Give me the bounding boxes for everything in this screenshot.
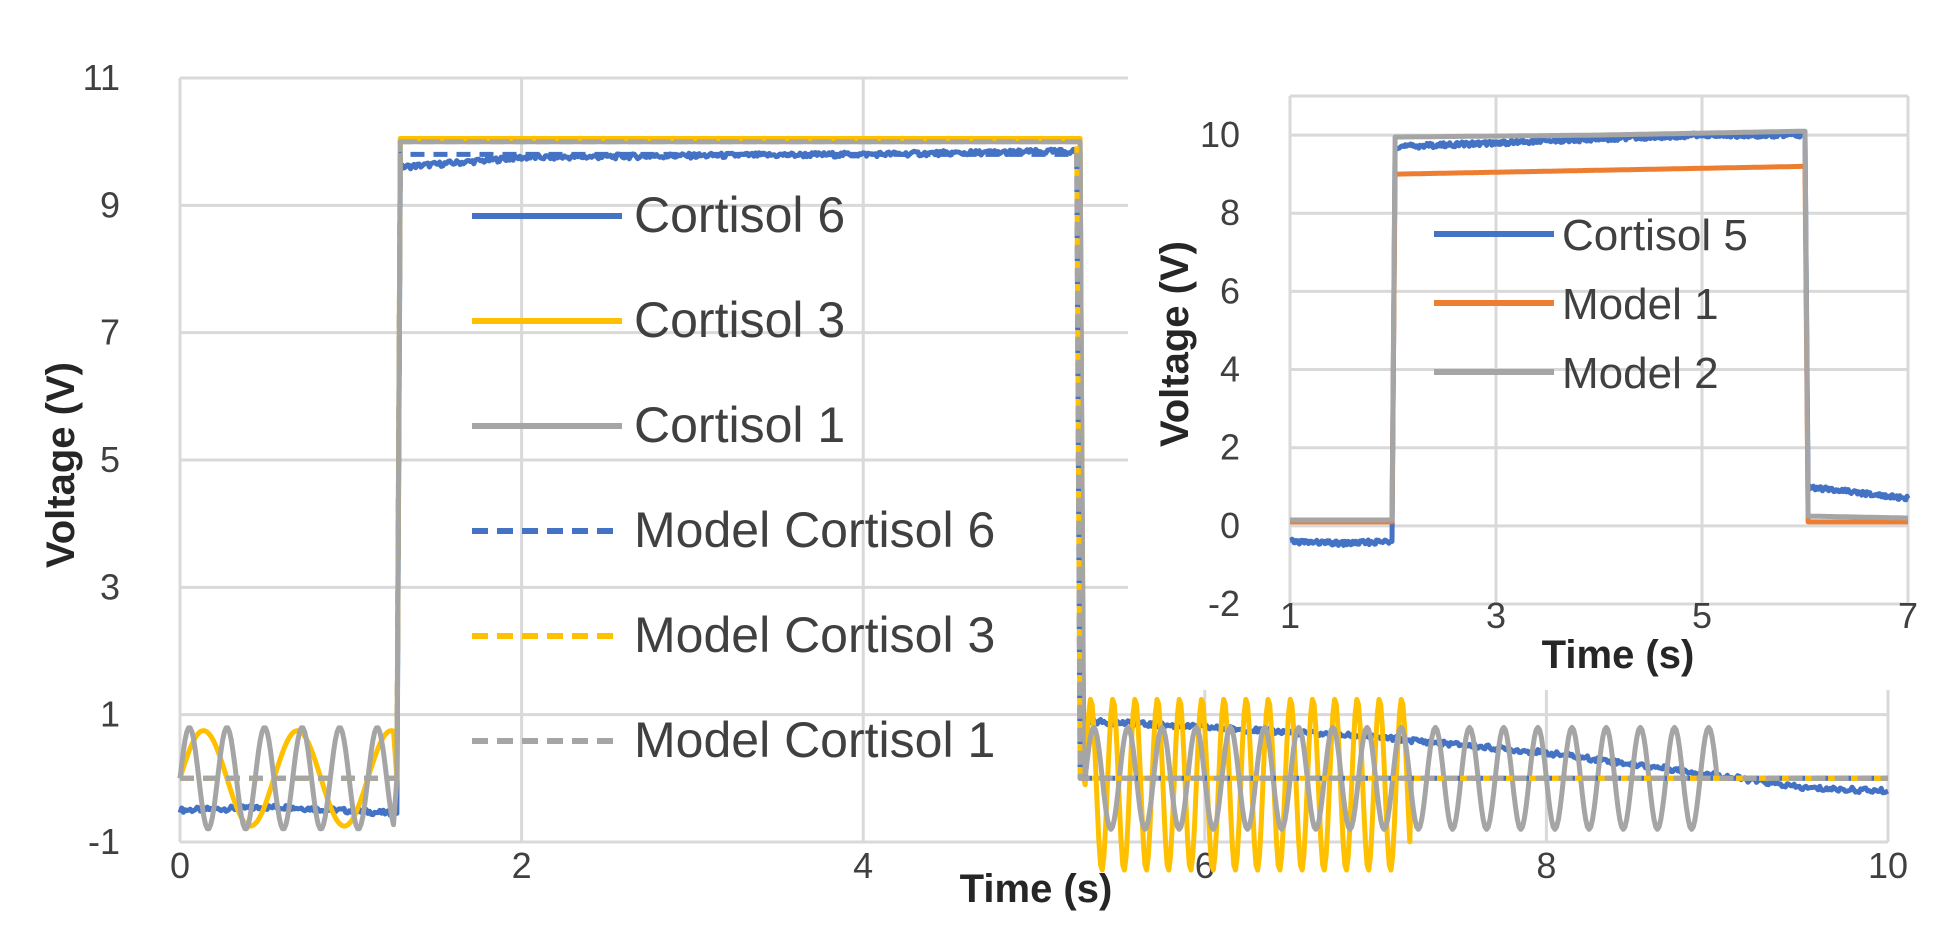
main-y-tick-label: 9: [100, 184, 120, 225]
main-series-line-model-cortisol-3: [179, 136, 1889, 781]
inset-y-tick-label: -2: [1208, 583, 1240, 624]
main-legend-label-cortisol-6: Cortisol 6: [634, 187, 845, 243]
inset-y-tick-label: 6: [1220, 270, 1240, 311]
main-y-tick-label: 3: [100, 566, 120, 607]
inset-y-axis-title: Voltage (V): [1153, 241, 1197, 447]
main-y-tick-label: 7: [100, 312, 120, 353]
inset-legend: Cortisol 5 Model 1 Model 2: [1434, 211, 1748, 398]
main-y-axis-title: Voltage (V): [39, 362, 83, 568]
main-x-tick-label: 8: [1536, 845, 1556, 886]
main-y-tick-label: 1: [100, 694, 120, 735]
inset-y-tick-labels: -2 0 2 4 6 8 10: [1200, 114, 1240, 624]
inset-x-tick-labels: 1 3 5 7: [1280, 595, 1918, 636]
main-legend: Cortisol 6 Cortisol 3 Cortisol 1 Model Cort…: [472, 187, 995, 768]
inset-y-tick-label: 0: [1220, 505, 1240, 546]
main-legend-label-model-cortisol-1: Model Cortisol 1: [634, 712, 995, 768]
main-x-axis-title: Time (s): [960, 867, 1113, 911]
inset-x-tick-label: 1: [1280, 595, 1300, 636]
inset-y-tick-label: 4: [1220, 349, 1240, 390]
main-x-tick-label: 10: [1868, 845, 1908, 886]
main-legend-label-model-cortisol-3: Model Cortisol 3: [634, 607, 995, 663]
main-x-tick-label: 0: [170, 845, 190, 886]
inset-x-axis-title: Time (s): [1542, 633, 1695, 677]
main-series: [177, 136, 1889, 873]
main-y-tick-label: -1: [88, 821, 120, 862]
inset-legend-label-model-2: Model 2: [1562, 349, 1719, 398]
inset-legend-label-cortisol-5: Cortisol 5: [1562, 211, 1748, 260]
main-legend-label-cortisol-3: Cortisol 3: [634, 292, 845, 348]
inset-y-tick-label: 8: [1220, 192, 1240, 233]
main-x-tick-label: 4: [853, 845, 873, 886]
inset-y-tick-label: 2: [1220, 427, 1240, 468]
main-legend-label-model-cortisol-6: Model Cortisol 6: [634, 502, 995, 558]
inset-series: [1288, 128, 1911, 548]
main-legend-label-cortisol-1: Cortisol 1: [634, 397, 845, 453]
main-y-tick-labels: -1 1 3 5 7 9 11: [83, 57, 120, 862]
inset-x-tick-label: 7: [1898, 595, 1918, 636]
inset-chart: -2 0 2 4 6 8 10 1 3 5 7 Time (s) Voltage (V) Cort…: [1128, 60, 1948, 690]
main-x-tick-label: 2: [512, 845, 532, 886]
inset-legend-label-model-1: Model 1: [1562, 280, 1719, 329]
main-series-line-model-cortisol-6: [179, 151, 1889, 781]
main-y-tick-label: 11: [83, 57, 120, 98]
inset-y-tick-label: 10: [1200, 114, 1240, 155]
main-y-tick-label: 5: [100, 439, 120, 480]
inset-x-tick-label: 5: [1692, 595, 1712, 636]
inset-x-tick-label: 3: [1486, 595, 1506, 636]
inset-series-line-model-2: [1288, 128, 1910, 523]
main-x-tick-labels: 0 2 4 6 8 10: [170, 845, 1908, 886]
